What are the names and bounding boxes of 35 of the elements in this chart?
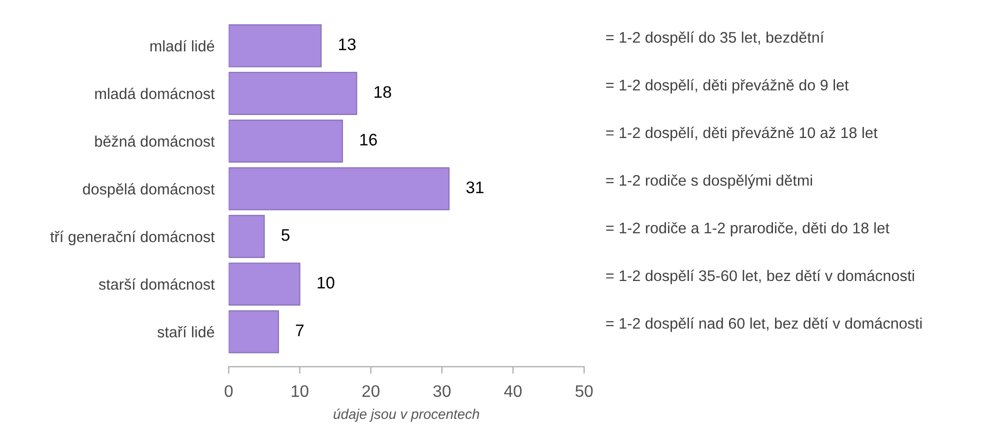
data-label: 5 [282, 229, 290, 241]
text: = 1-2 dospělí, děti převážně do 9 let [606, 79, 849, 94]
data-label: 10 [318, 276, 334, 289]
x-tick-label: 0 [224, 385, 233, 397]
x-tick-label: 50 [576, 385, 593, 397]
x-tick-label: 10 [292, 385, 308, 397]
x-tick-label: 40 [504, 385, 522, 397]
y-tick-label: starší domácnost [98, 278, 215, 290]
y-tick-label: staří lidé [157, 326, 214, 338]
y-tick-label: mladí lidé [150, 40, 214, 52]
text: = 1-2 dospělí nad 60 let, bez dětí v domácnosti [606, 317, 922, 332]
y-tick-label: běžná domácnost [95, 135, 215, 147]
data-label: 7 [296, 324, 304, 336]
text: = 1-2 rodiče s dospělými dětmi [606, 174, 812, 189]
bar [228, 214, 265, 258]
bar [228, 24, 322, 68]
bar [228, 310, 279, 354]
text: = 1-2 dospělí do 35 let, bezdětní [606, 31, 824, 46]
y-tick-label: dospělá domácnost [82, 183, 215, 198]
bar [228, 120, 343, 163]
x-tick-label: 20 [362, 385, 380, 397]
text: = 1-2 rodiče a 1-2 prarodiče, děti do 18 let [606, 222, 890, 236]
data-label: 18 [374, 86, 392, 98]
data-label: 31 [466, 181, 484, 194]
text: = 1-2 dospělí 35-60 let, bez dětí v domácnosti [606, 270, 914, 284]
bar [228, 262, 300, 306]
y-tick-label: tří generační domácnost [50, 230, 215, 246]
data-label: 13 [339, 38, 356, 50]
bar [228, 72, 358, 115]
x-axis-title: údaje jsou v procentech [334, 408, 480, 422]
text: = 1-2 dospělí, děti převážně 10 až 18 let [606, 126, 878, 142]
data-label: 16 [360, 134, 377, 146]
x-tick-label: 30 [433, 385, 451, 397]
y-tick-label: mladá domácnost [95, 88, 215, 100]
bar [228, 167, 450, 210]
